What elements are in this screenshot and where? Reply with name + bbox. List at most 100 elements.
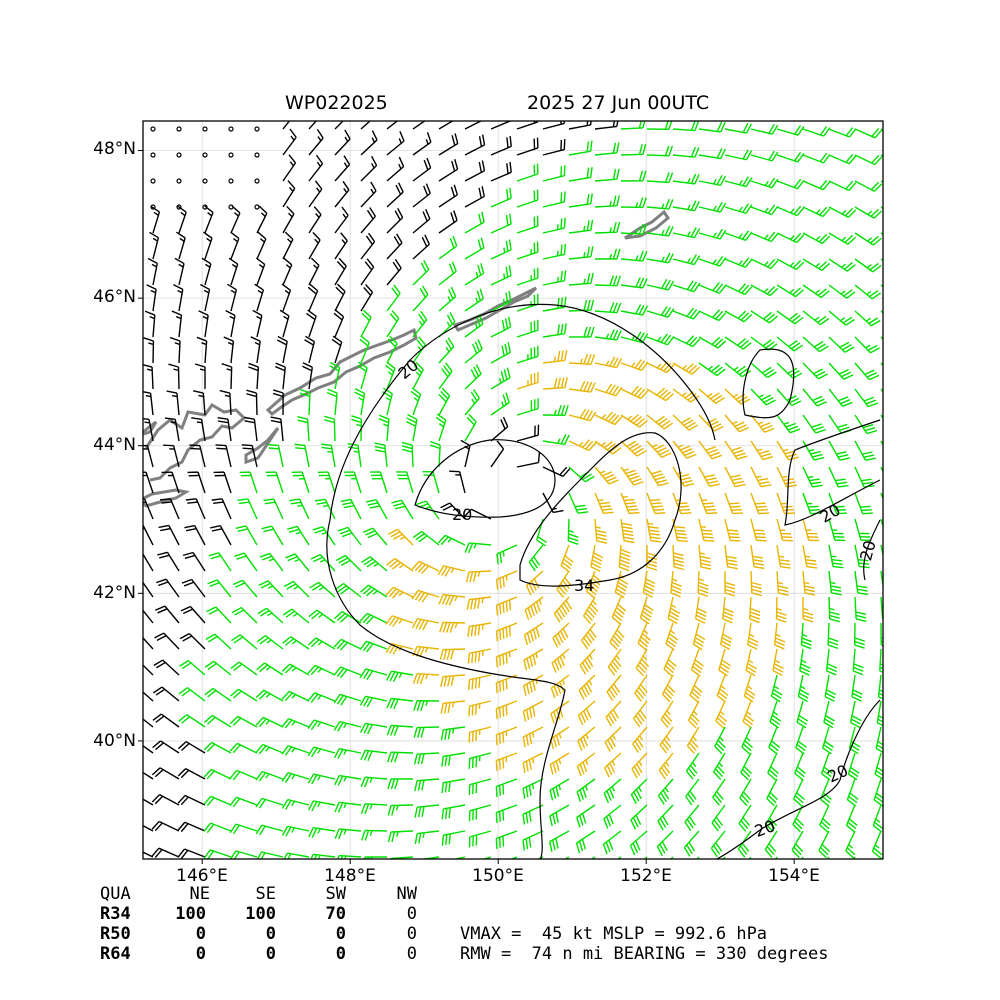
wind-barb	[308, 231, 321, 260]
wind-barb	[802, 570, 816, 596]
kuril-island-3	[265, 327, 418, 416]
wind-barb	[724, 440, 748, 460]
wind-barb	[672, 121, 700, 132]
contour-20-east	[742, 348, 795, 419]
wind-barb	[797, 674, 810, 703]
wind-barb	[159, 498, 180, 520]
wind-barb	[177, 848, 206, 859]
wind-barb	[282, 231, 294, 260]
lat-tick-46: 46°N	[93, 287, 136, 307]
wind-barb	[880, 388, 883, 393]
wind-barb	[724, 544, 738, 570]
wind-barb	[412, 361, 424, 390]
contour-labels: 20 20 20 20 20 20 34	[394, 355, 879, 841]
wind-barb	[441, 804, 466, 820]
wind-barb	[281, 663, 310, 676]
wind-barb	[386, 697, 414, 710]
wind-barb	[308, 129, 324, 156]
wind-barb	[281, 825, 310, 837]
wind-barb	[203, 741, 232, 754]
wind-barb	[542, 405, 569, 416]
wind-barb	[698, 336, 727, 349]
wind-barb	[412, 673, 440, 685]
wind-barb	[378, 414, 390, 442]
wind-barb	[370, 471, 388, 494]
wind-barb	[747, 622, 759, 650]
wind-barb	[340, 498, 362, 520]
wind-barb	[516, 163, 539, 182]
wind-barb	[542, 466, 571, 478]
wind-barb	[646, 306, 675, 318]
wind-barb	[665, 622, 679, 651]
wind-barb	[802, 544, 818, 569]
wind-barb	[713, 752, 726, 781]
wind-barb	[360, 130, 378, 156]
wind-barb	[205, 633, 232, 650]
wind-barb	[549, 830, 570, 852]
wind-barb	[620, 197, 647, 209]
wind-barb	[594, 383, 623, 397]
wind-barb	[606, 674, 622, 702]
contour-label: 20	[452, 505, 472, 524]
wind-barb	[776, 336, 804, 352]
wind-barb	[563, 856, 570, 859]
wind-barb	[549, 726, 570, 750]
wind-barb	[854, 284, 882, 300]
wind-barb	[620, 121, 646, 130]
wind-barb	[333, 309, 345, 338]
wind-barb	[334, 283, 346, 312]
wind-barb	[516, 189, 539, 208]
wind-barb	[360, 722, 388, 735]
wind-barb	[354, 388, 366, 416]
wind-barb	[359, 612, 388, 625]
wind-barb	[314, 498, 336, 520]
wind-barb	[576, 752, 596, 777]
wind-barb	[449, 470, 466, 494]
wind-barb	[307, 746, 336, 758]
wind-barb	[639, 596, 654, 625]
wind-barb	[686, 726, 700, 754]
wind-barb	[230, 661, 258, 676]
wind-barb	[285, 553, 310, 572]
wind-barb	[568, 246, 594, 260]
wind-barb	[646, 361, 675, 374]
wind-barb	[179, 632, 206, 650]
wind-barb	[204, 660, 232, 676]
wind-barb	[750, 123, 779, 135]
wind-barb	[490, 290, 512, 312]
wind-barb	[464, 186, 485, 208]
wind-barb	[576, 778, 596, 802]
wind-barb	[542, 139, 566, 156]
wind-barb	[854, 440, 876, 461]
wind-barb	[359, 335, 370, 364]
wind-barb	[391, 499, 414, 520]
wind-barb	[291, 471, 310, 494]
lon-tick-148: 148°E	[324, 866, 376, 886]
wind-barb	[289, 498, 310, 520]
wind-barb	[750, 492, 770, 515]
wind-barb	[252, 309, 263, 338]
wind-barb	[308, 121, 318, 130]
wind-barb	[568, 408, 597, 422]
contour-20-east-2	[784, 419, 881, 526]
wind-barb	[250, 336, 261, 364]
wind-barb	[750, 204, 779, 216]
wind-barb	[150, 205, 161, 234]
wind-barb	[620, 170, 647, 182]
wind-barb	[568, 272, 594, 286]
wind-barb	[308, 609, 336, 624]
wind-barb	[854, 362, 880, 381]
wind-barb	[750, 544, 765, 570]
wind-barb	[872, 804, 883, 833]
wind-barb	[776, 492, 796, 515]
wind-barb	[254, 283, 265, 312]
wind-barb	[154, 632, 180, 650]
wind-barb	[698, 175, 727, 186]
wind-barb	[255, 770, 284, 782]
wind-barb	[361, 556, 388, 572]
wind-barb	[151, 767, 180, 780]
wind-barb	[845, 804, 858, 833]
wind-barb	[823, 700, 835, 729]
wind-barb	[880, 596, 883, 620]
wind-barb	[661, 674, 676, 703]
